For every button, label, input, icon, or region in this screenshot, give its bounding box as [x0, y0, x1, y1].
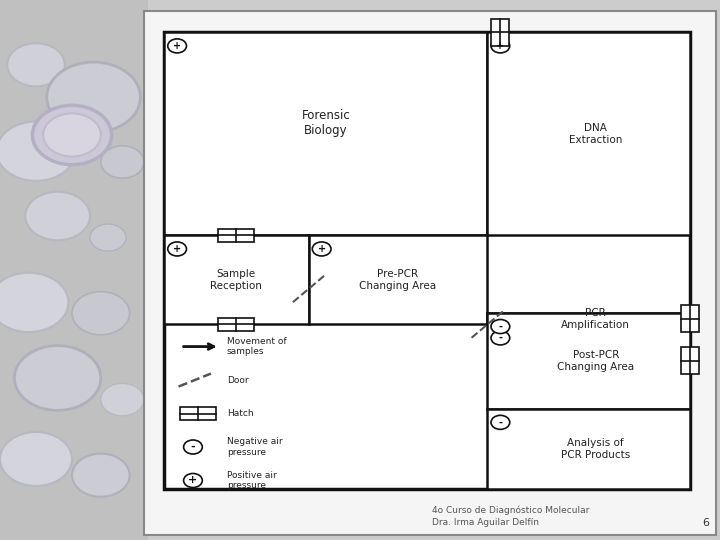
- Text: Pre-PCR
Changing Area: Pre-PCR Changing Area: [359, 269, 436, 291]
- Circle shape: [491, 320, 510, 334]
- Text: Dra. Irma Aguilar Delfín: Dra. Irma Aguilar Delfín: [432, 518, 539, 527]
- Bar: [180, 407, 216, 420]
- Text: Hatch: Hatch: [227, 409, 253, 418]
- Bar: [681, 347, 698, 374]
- Circle shape: [72, 292, 130, 335]
- Circle shape: [168, 39, 186, 53]
- Bar: [164, 235, 309, 325]
- Circle shape: [72, 454, 130, 497]
- Text: PCR
Amplification: PCR Amplification: [562, 308, 630, 329]
- Text: Door: Door: [227, 375, 248, 384]
- Bar: [164, 32, 487, 235]
- Circle shape: [0, 432, 72, 486]
- Text: +: +: [496, 41, 505, 51]
- Bar: [309, 235, 487, 325]
- Text: Sample
Reception: Sample Reception: [210, 269, 262, 291]
- Circle shape: [491, 39, 510, 53]
- Text: Analysis of
PCR Products: Analysis of PCR Products: [561, 438, 631, 460]
- Circle shape: [101, 146, 144, 178]
- Circle shape: [0, 273, 68, 332]
- Circle shape: [43, 113, 101, 157]
- Bar: [487, 32, 690, 235]
- Circle shape: [90, 224, 126, 251]
- Circle shape: [0, 122, 76, 181]
- Circle shape: [184, 440, 202, 454]
- Circle shape: [32, 105, 112, 165]
- Bar: [164, 32, 690, 489]
- Bar: [144, 11, 716, 535]
- Circle shape: [491, 415, 510, 429]
- Text: Post-PCR
Changing Area: Post-PCR Changing Area: [557, 350, 634, 372]
- Bar: [218, 229, 254, 242]
- Circle shape: [491, 331, 510, 345]
- Text: +: +: [318, 244, 325, 254]
- Text: -: -: [498, 333, 503, 343]
- Text: Positive air
pressure: Positive air pressure: [227, 471, 276, 490]
- Bar: [218, 318, 254, 331]
- Text: 6: 6: [702, 518, 709, 528]
- Text: +: +: [189, 476, 197, 485]
- Circle shape: [7, 43, 65, 86]
- Text: 4o Curso de Diagnóstico Molecular: 4o Curso de Diagnóstico Molecular: [432, 505, 590, 515]
- Circle shape: [312, 242, 331, 256]
- Bar: [487, 409, 690, 489]
- Circle shape: [25, 192, 90, 240]
- Circle shape: [101, 383, 144, 416]
- Bar: [0, 0, 148, 540]
- Circle shape: [14, 346, 101, 410]
- Text: -: -: [498, 321, 503, 332]
- Bar: [491, 19, 509, 46]
- Text: Negative air
pressure: Negative air pressure: [227, 437, 282, 457]
- Circle shape: [47, 62, 140, 132]
- Text: +: +: [173, 41, 181, 51]
- Text: +: +: [173, 244, 181, 254]
- Text: DNA
Extraction: DNA Extraction: [569, 123, 623, 145]
- Circle shape: [184, 474, 202, 488]
- Bar: [487, 313, 690, 409]
- Bar: [681, 305, 698, 332]
- Bar: [487, 313, 690, 325]
- Circle shape: [168, 242, 186, 256]
- Text: Movement of
samples: Movement of samples: [227, 337, 287, 356]
- Text: -: -: [191, 442, 195, 452]
- Text: -: -: [498, 417, 503, 427]
- Text: Forensic
Biology: Forensic Biology: [302, 109, 350, 137]
